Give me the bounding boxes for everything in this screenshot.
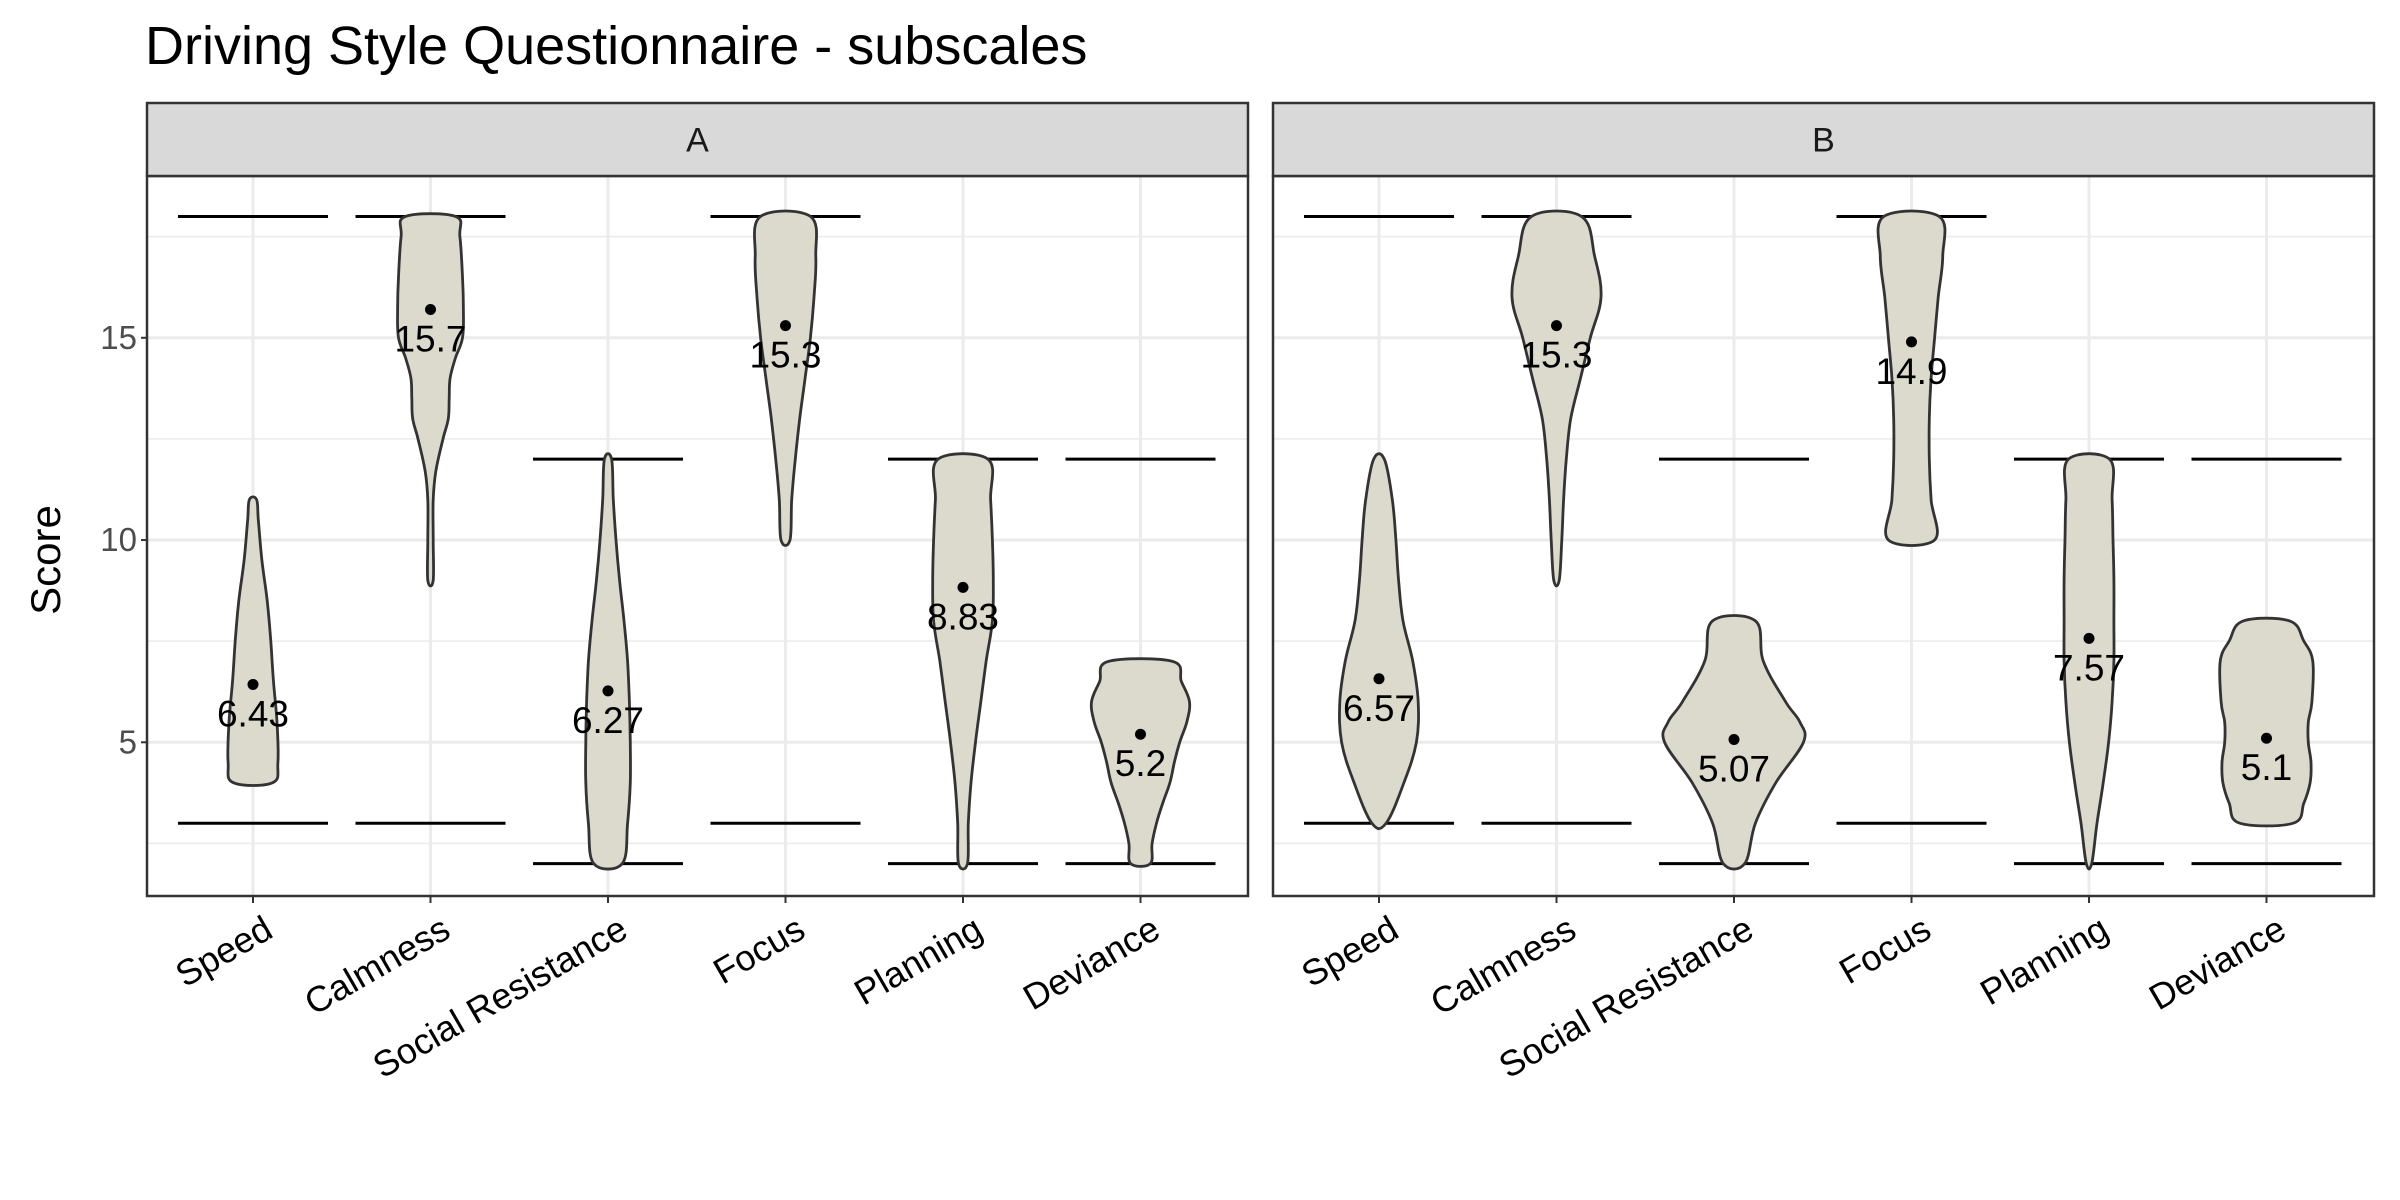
mean-point <box>425 303 436 315</box>
violin-focus <box>753 209 818 547</box>
panel-background <box>1273 176 2374 896</box>
mean-point <box>1728 733 1740 745</box>
x-tick-label: Deviance <box>1016 907 1166 1018</box>
mean-label: 5.07 <box>1698 748 1770 789</box>
mean-label: 7.57 <box>2053 647 2125 688</box>
mean-point <box>2083 632 2095 644</box>
x-tick-label: Planning <box>1973 907 2115 1013</box>
violin-deviance <box>2218 616 2315 828</box>
mean-label: 14.9 <box>1875 351 1947 392</box>
violin-social-resistance <box>584 452 632 871</box>
mean-label: 15.3 <box>749 335 821 376</box>
mean-label: 6.27 <box>572 700 644 741</box>
mean-point <box>1135 728 1146 740</box>
violin-planning <box>2062 452 2116 871</box>
mean-label: 15.7 <box>394 318 466 359</box>
mean-point <box>1373 673 1385 685</box>
x-tick-label: Focus <box>706 907 811 992</box>
mean-label: 6.57 <box>1343 688 1415 729</box>
violin-focus <box>1876 209 1947 547</box>
mean-label: 15.3 <box>1520 335 1592 376</box>
facet-strip <box>145 101 1250 178</box>
x-tick-label: Deviance <box>2142 907 2292 1018</box>
mean-point <box>957 581 969 593</box>
mean-label: 5.2 <box>1115 743 1166 784</box>
y-tick-label: 10 <box>100 521 137 558</box>
mean-point <box>247 678 259 690</box>
facet-strip-label: B <box>1812 122 1835 160</box>
x-tick-label: Planning <box>847 907 989 1013</box>
mean-label: 8.83 <box>927 596 999 637</box>
facet-strip-label: A <box>686 122 709 160</box>
y-tick-label: 15 <box>100 319 137 356</box>
violin-calmness <box>1510 209 1603 588</box>
mean-point <box>780 320 791 332</box>
chart-title: Driving Style Questionnaire - subscales <box>145 16 1087 76</box>
x-tick-label: Calmness <box>1423 907 1582 1023</box>
mean-point <box>2261 732 2272 744</box>
x-tick-label: Focus <box>1832 907 1937 992</box>
mean-point <box>602 685 614 697</box>
y-axis-label: Score <box>22 505 69 615</box>
x-tick-label: Calmness <box>297 907 456 1023</box>
violin-planning <box>931 452 995 871</box>
mean-point <box>1551 320 1562 332</box>
mean-label: 6.43 <box>217 693 289 734</box>
violin-speed <box>1338 452 1420 831</box>
panel-background <box>147 176 1248 896</box>
violin-calmness <box>396 212 465 588</box>
facet-strip <box>1271 101 2376 178</box>
x-tick-label: Speed <box>168 907 279 995</box>
y-tick-label: 5 <box>119 723 137 760</box>
mean-point <box>1906 336 1917 348</box>
violin-speed <box>226 495 280 787</box>
mean-label: 5.1 <box>2241 747 2292 788</box>
violin-deviance <box>1089 657 1192 868</box>
x-tick-label: Speed <box>1294 907 1405 995</box>
